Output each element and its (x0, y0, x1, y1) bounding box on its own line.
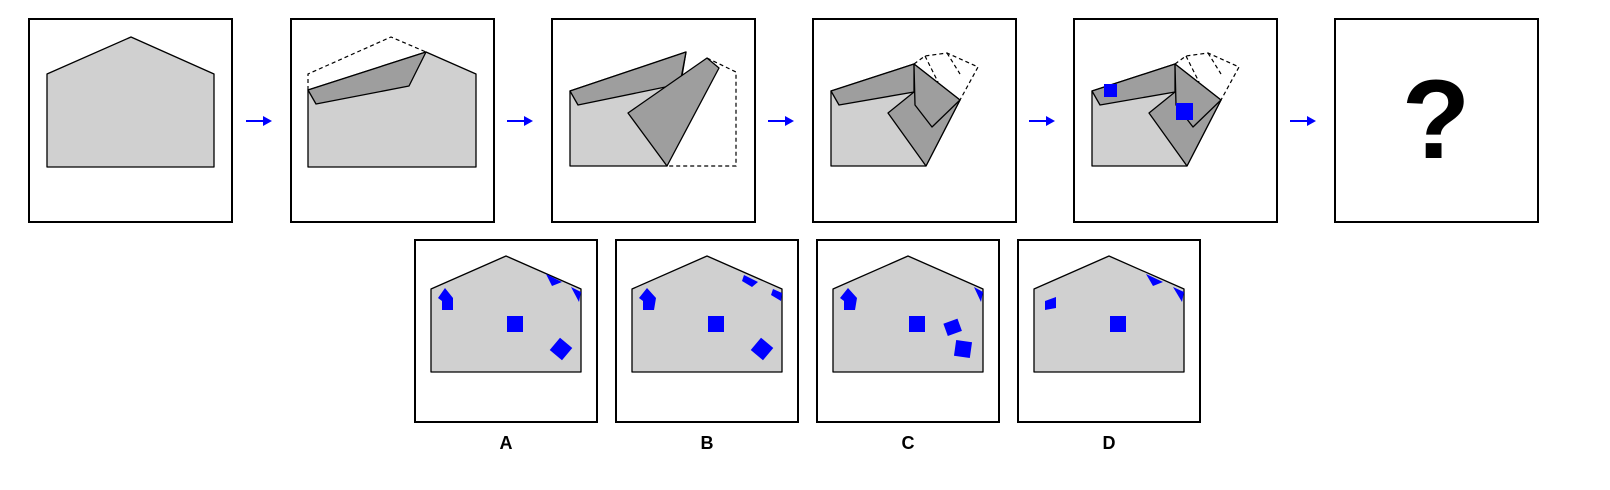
option-b[interactable]: B (615, 239, 799, 453)
hole (953, 339, 973, 359)
hole (943, 318, 962, 336)
question-mark: ? (1402, 57, 1470, 182)
hole (750, 337, 774, 361)
option-label: A (500, 433, 513, 453)
option-a[interactable]: A (414, 239, 598, 453)
option-sheet (1033, 255, 1185, 373)
hole (1173, 287, 1184, 302)
fold-outline (667, 57, 737, 167)
hole (546, 274, 562, 286)
hole (438, 288, 453, 310)
step-5-panel (1073, 18, 1278, 223)
hole (1045, 297, 1056, 310)
paper-sheet (46, 36, 215, 168)
hole (742, 275, 758, 287)
arrow-2 (507, 116, 533, 126)
hole (1146, 274, 1163, 286)
option-sheet (430, 255, 582, 373)
folded-flap (913, 63, 961, 128)
option-d[interactable]: D (1017, 239, 1201, 453)
hole (909, 316, 925, 332)
hole (974, 287, 983, 302)
step-2-panel (290, 18, 495, 223)
step-3-panel (551, 18, 756, 223)
step-4-panel (812, 18, 1017, 223)
option-label: C (902, 433, 915, 453)
hole (771, 289, 782, 301)
arrow-3 (768, 116, 794, 126)
arrow-4 (1029, 116, 1055, 126)
folded-flap (307, 51, 427, 105)
option-label: B (701, 433, 714, 453)
fold-outline (307, 36, 427, 90)
hole (549, 337, 573, 361)
hole (639, 288, 656, 310)
arrow-1 (246, 116, 272, 126)
option-label: D (1103, 433, 1116, 453)
hole (571, 287, 581, 302)
folded-flap (627, 57, 720, 167)
option-sheet (631, 255, 783, 373)
punched-hole (1104, 84, 1117, 97)
hole (1110, 316, 1126, 332)
hole (708, 316, 724, 332)
hole (507, 316, 523, 332)
punched-hole (1176, 103, 1193, 120)
option-sheet (832, 255, 984, 373)
arrow-5 (1290, 116, 1316, 126)
step-6-panel: ? (1334, 18, 1539, 223)
option-c[interactable]: C (816, 239, 1000, 453)
hole (840, 288, 857, 310)
step-1-panel (28, 18, 233, 223)
